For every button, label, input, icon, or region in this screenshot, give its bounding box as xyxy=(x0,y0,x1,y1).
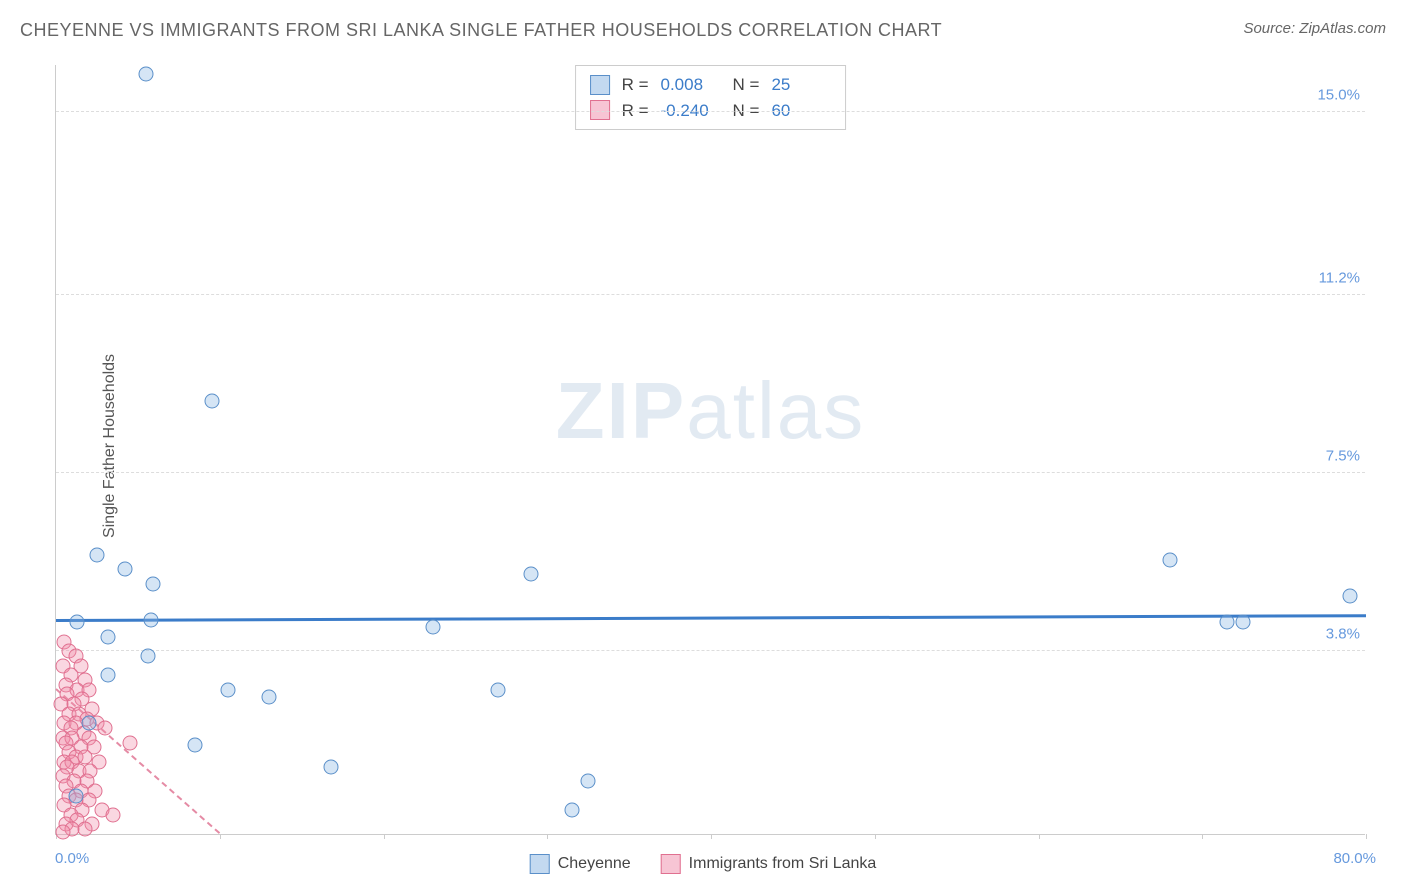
scatter-point xyxy=(523,567,538,582)
scatter-point xyxy=(1342,588,1357,603)
scatter-point xyxy=(324,759,339,774)
watermark-bold: ZIP xyxy=(556,366,686,455)
legend-item-b: Immigrants from Sri Lanka xyxy=(661,854,877,874)
scatter-point xyxy=(188,737,203,752)
scatter-point xyxy=(106,807,121,822)
scatter-point xyxy=(425,620,440,635)
scatter-point xyxy=(122,735,137,750)
scatter-point xyxy=(261,689,276,704)
x-tickmark xyxy=(220,834,221,839)
scatter-point xyxy=(220,682,235,697)
x-tickmark xyxy=(547,834,548,839)
legend-label-a: Cheyenne xyxy=(558,855,631,873)
chart-container: CHEYENNE VS IMMIGRANTS FROM SRI LANKA SI… xyxy=(0,0,1406,892)
gridline xyxy=(56,111,1365,112)
legend-swatch-srilanka-icon xyxy=(661,854,681,874)
r-value-a: 0.008 xyxy=(661,72,721,98)
source-attribution: Source: ZipAtlas.com xyxy=(1243,20,1386,37)
x-tickmark xyxy=(1039,834,1040,839)
x-tickmark xyxy=(875,834,876,839)
plot-area: ZIPatlas R = 0.008 N = 25 R = -0.240 N =… xyxy=(55,65,1365,835)
scatter-point xyxy=(101,629,116,644)
n-value-a: 25 xyxy=(771,72,831,98)
gridline xyxy=(56,650,1365,651)
x-tickmark xyxy=(1366,834,1367,839)
scatter-point xyxy=(143,612,158,627)
scatter-point xyxy=(89,547,104,562)
legend-label-b: Immigrants from Sri Lanka xyxy=(689,855,877,873)
x-axis-min-label: 0.0% xyxy=(55,850,89,867)
scatter-point xyxy=(117,562,132,577)
scatter-point xyxy=(68,788,83,803)
scatter-point xyxy=(581,774,596,789)
scatter-point xyxy=(140,648,155,663)
stats-row-a: R = 0.008 N = 25 xyxy=(590,72,832,98)
scatter-point xyxy=(55,824,70,839)
x-axis-max-label: 80.0% xyxy=(1333,850,1376,867)
n-label-a: N = xyxy=(733,72,760,98)
gridline xyxy=(56,472,1365,473)
x-tickmark xyxy=(711,834,712,839)
legend-item-a: Cheyenne xyxy=(530,854,631,874)
x-tickmark xyxy=(384,834,385,839)
gridline xyxy=(56,294,1365,295)
x-tickmark xyxy=(1202,834,1203,839)
scatter-point xyxy=(1219,615,1234,630)
scatter-point xyxy=(204,393,219,408)
scatter-point xyxy=(1236,615,1251,630)
scatter-point xyxy=(491,682,506,697)
scatter-point xyxy=(70,615,85,630)
trendline xyxy=(56,614,1366,622)
scatter-point xyxy=(78,822,93,837)
y-tick-label: 11.2% xyxy=(1319,270,1360,287)
r-label-a: R = xyxy=(622,72,649,98)
legend-swatch-cheyenne-icon xyxy=(530,854,550,874)
y-tick-label: 7.5% xyxy=(1326,448,1360,465)
watermark: ZIPatlas xyxy=(556,365,865,457)
scatter-point xyxy=(81,716,96,731)
swatch-cheyenne-icon xyxy=(590,75,610,95)
bottom-legend: Cheyenne Immigrants from Sri Lanka xyxy=(530,854,877,874)
y-tick-label: 3.8% xyxy=(1326,626,1360,643)
stats-legend-box: R = 0.008 N = 25 R = -0.240 N = 60 xyxy=(575,65,847,130)
scatter-point xyxy=(1162,552,1177,567)
watermark-thin: atlas xyxy=(686,366,865,455)
scatter-point xyxy=(98,721,113,736)
scatter-point xyxy=(564,802,579,817)
scatter-point xyxy=(101,668,116,683)
chart-title: CHEYENNE VS IMMIGRANTS FROM SRI LANKA SI… xyxy=(20,20,942,41)
scatter-point xyxy=(139,66,154,81)
y-tick-label: 15.0% xyxy=(1317,87,1360,104)
scatter-point xyxy=(145,576,160,591)
